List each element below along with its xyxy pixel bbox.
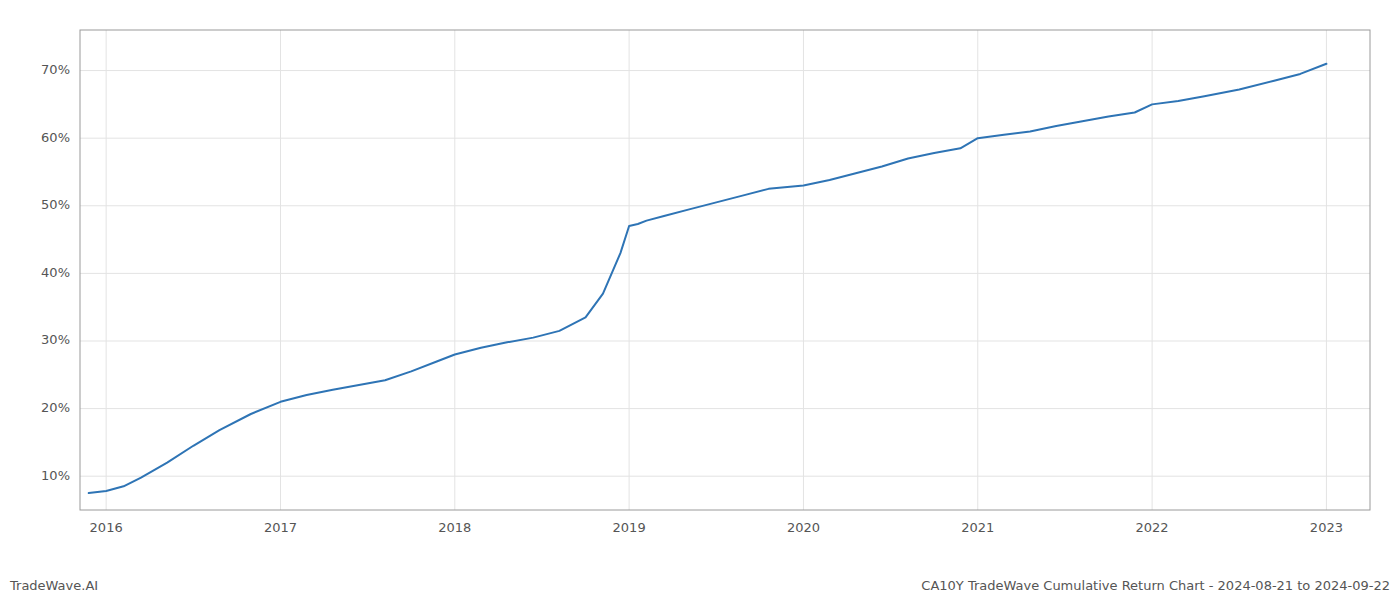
y-grid-line — [80, 408, 1370, 409]
y-grid-line — [80, 205, 1370, 206]
data-area — [89, 64, 1327, 493]
y-tick-label: 10% — [41, 468, 70, 483]
y-tick-label: 30% — [41, 332, 70, 347]
tick-labels: 2016 2017 2018 2019 2020 2021 2022 2023 10% 20% 30… — [41, 62, 1343, 535]
y-grid-line — [80, 273, 1370, 274]
plot-frame — [80, 30, 1370, 510]
x-grid-line — [803, 30, 804, 510]
chart: 2016 2017 2018 2019 2020 2021 2022 2023 10% 20% 30… — [0, 0, 1400, 600]
x-tick-label: 2022 — [1136, 520, 1169, 535]
x-grid-line — [629, 30, 630, 510]
x-grid-line — [977, 30, 978, 510]
footer-left: TradeWave.AI — [9, 578, 98, 593]
y-tick-label: 50% — [41, 197, 70, 212]
data-line — [89, 64, 1327, 493]
y-grid-line — [80, 476, 1370, 477]
y-grid-line — [80, 340, 1370, 341]
x-tick-label: 2019 — [613, 520, 646, 535]
x-tick-label: 2020 — [787, 520, 820, 535]
x-tick-label: 2018 — [438, 520, 471, 535]
x-grid-line — [106, 30, 107, 510]
x-grid-line — [454, 30, 455, 510]
y-grid-line — [80, 138, 1370, 139]
y-tick-label: 40% — [41, 265, 70, 280]
x-tick-label: 2021 — [961, 520, 994, 535]
y-tick-label: 20% — [41, 400, 70, 415]
footer-right: CA10Y TradeWave Cumulative Return Chart … — [921, 578, 1390, 593]
y-grid-line — [80, 70, 1370, 71]
grid — [80, 30, 1370, 510]
x-grid-line — [280, 30, 281, 510]
x-grid-line — [1326, 30, 1327, 510]
y-tick-label: 60% — [41, 130, 70, 145]
x-tick-label: 2023 — [1310, 520, 1343, 535]
x-tick-label: 2017 — [264, 520, 297, 535]
x-tick-label: 2016 — [90, 520, 123, 535]
y-tick-label: 70% — [41, 62, 70, 77]
x-grid-line — [1152, 30, 1153, 510]
